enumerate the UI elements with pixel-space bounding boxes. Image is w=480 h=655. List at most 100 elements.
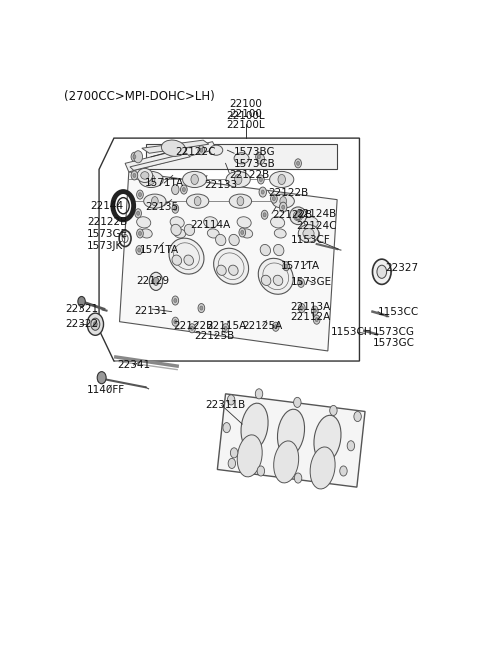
- Polygon shape: [145, 144, 337, 170]
- Circle shape: [347, 441, 355, 451]
- Circle shape: [228, 458, 236, 468]
- Circle shape: [149, 272, 163, 290]
- Circle shape: [271, 194, 277, 203]
- Circle shape: [285, 264, 288, 269]
- Text: (2700CC>MPI-DOHC>LH): (2700CC>MPI-DOHC>LH): [64, 90, 215, 103]
- Polygon shape: [217, 394, 365, 487]
- Ellipse shape: [234, 153, 249, 164]
- Circle shape: [372, 259, 391, 284]
- Text: 22113A: 22113A: [290, 302, 330, 312]
- Ellipse shape: [170, 217, 184, 228]
- Circle shape: [172, 185, 179, 195]
- Circle shape: [234, 174, 242, 185]
- Ellipse shape: [310, 447, 335, 489]
- Circle shape: [297, 161, 300, 165]
- Text: 22321: 22321: [65, 304, 98, 314]
- Circle shape: [152, 196, 158, 206]
- Ellipse shape: [216, 234, 226, 246]
- Circle shape: [258, 175, 264, 184]
- Circle shape: [273, 322, 279, 331]
- Circle shape: [139, 231, 142, 235]
- Circle shape: [138, 248, 141, 252]
- Text: 22144: 22144: [90, 200, 123, 211]
- Circle shape: [137, 229, 144, 238]
- Ellipse shape: [161, 140, 185, 157]
- Ellipse shape: [214, 248, 249, 284]
- Circle shape: [180, 185, 187, 194]
- Ellipse shape: [272, 194, 294, 208]
- Circle shape: [230, 448, 238, 458]
- Ellipse shape: [273, 275, 283, 286]
- Ellipse shape: [184, 224, 194, 236]
- Ellipse shape: [271, 217, 285, 228]
- Ellipse shape: [226, 172, 250, 187]
- Circle shape: [279, 202, 287, 212]
- Ellipse shape: [274, 244, 284, 255]
- Circle shape: [133, 155, 136, 159]
- Ellipse shape: [204, 217, 218, 228]
- Ellipse shape: [228, 265, 238, 275]
- Ellipse shape: [237, 217, 251, 228]
- Circle shape: [315, 318, 318, 322]
- Text: 22125A: 22125A: [242, 321, 283, 331]
- Circle shape: [280, 196, 287, 206]
- Ellipse shape: [144, 194, 166, 208]
- Circle shape: [133, 174, 136, 178]
- Ellipse shape: [139, 172, 163, 187]
- Text: 22122B: 22122B: [272, 210, 312, 220]
- Text: 22341: 22341: [118, 360, 151, 370]
- Circle shape: [135, 209, 142, 218]
- Ellipse shape: [274, 229, 286, 238]
- Text: 22124B
22124C: 22124B 22124C: [296, 209, 337, 231]
- Circle shape: [78, 297, 85, 307]
- Circle shape: [133, 151, 143, 163]
- Circle shape: [174, 320, 177, 324]
- Ellipse shape: [270, 172, 294, 187]
- Circle shape: [194, 196, 201, 206]
- Ellipse shape: [182, 172, 207, 187]
- Ellipse shape: [172, 255, 181, 265]
- Text: 22115A: 22115A: [206, 321, 246, 331]
- Text: 1571TA: 1571TA: [281, 261, 320, 271]
- Circle shape: [257, 466, 264, 476]
- Circle shape: [200, 306, 203, 310]
- Circle shape: [273, 196, 276, 200]
- Circle shape: [153, 277, 159, 286]
- Circle shape: [340, 466, 347, 476]
- Text: 22131: 22131: [134, 306, 168, 316]
- Circle shape: [139, 193, 142, 196]
- Circle shape: [97, 371, 106, 384]
- Text: 22122B: 22122B: [229, 170, 269, 180]
- Circle shape: [313, 315, 320, 324]
- Circle shape: [131, 171, 138, 180]
- Circle shape: [131, 152, 138, 161]
- Circle shape: [298, 278, 304, 288]
- Text: 22114A: 22114A: [190, 220, 230, 230]
- Polygon shape: [142, 140, 209, 153]
- Circle shape: [256, 152, 263, 161]
- Ellipse shape: [258, 258, 293, 294]
- Ellipse shape: [314, 415, 341, 462]
- Circle shape: [261, 190, 264, 194]
- Circle shape: [222, 324, 229, 333]
- Text: 1153CF: 1153CF: [290, 235, 330, 245]
- Circle shape: [274, 325, 277, 329]
- Ellipse shape: [229, 234, 239, 246]
- Circle shape: [300, 306, 303, 310]
- Ellipse shape: [241, 229, 252, 238]
- Ellipse shape: [260, 244, 271, 255]
- Ellipse shape: [207, 229, 219, 238]
- Circle shape: [198, 145, 204, 155]
- Circle shape: [278, 174, 286, 185]
- Text: 22112A: 22112A: [290, 312, 330, 322]
- Text: 22125B: 22125B: [194, 331, 234, 341]
- Ellipse shape: [261, 275, 271, 286]
- Text: 1153CC: 1153CC: [378, 307, 420, 317]
- Text: 22129: 22129: [136, 276, 169, 286]
- Text: 22100
22100L: 22100 22100L: [227, 109, 265, 130]
- Text: 1140FF: 1140FF: [87, 385, 125, 395]
- Ellipse shape: [303, 229, 314, 238]
- Ellipse shape: [308, 229, 320, 238]
- Ellipse shape: [186, 194, 209, 208]
- Circle shape: [300, 281, 302, 285]
